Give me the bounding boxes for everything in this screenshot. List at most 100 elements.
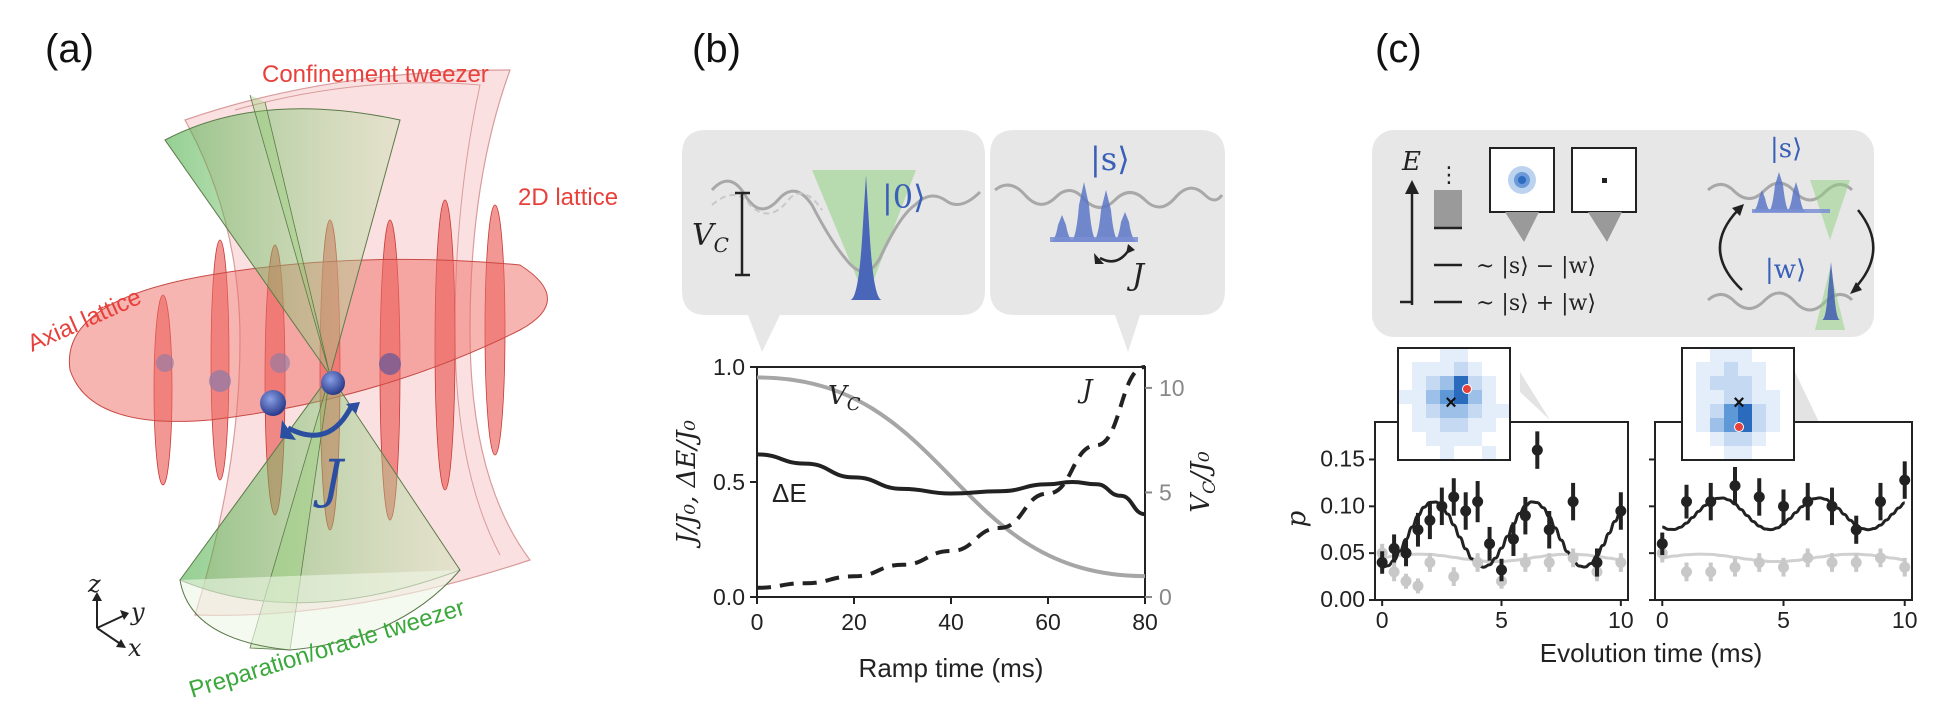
heatmap-pixel	[1426, 390, 1440, 404]
heatmap-pixel	[1738, 432, 1752, 446]
chart-c-point-gray	[1567, 552, 1579, 564]
heatmap-pixel	[1426, 362, 1440, 376]
heatmap-pixel	[1482, 404, 1496, 418]
energy-axis-label: E	[1401, 147, 1421, 177]
energy-level-antisymmetric: ~ |s⟩ − |w⟩	[1476, 254, 1596, 279]
chart-c-point-black	[1705, 496, 1717, 508]
chart-b-curve-label-vc: VC	[828, 381, 861, 415]
heatmap-pixel	[1468, 376, 1482, 390]
chart-c-point-gray	[1850, 557, 1862, 569]
confinement-tweezer-green-cone	[164, 108, 401, 377]
heatmap-pixel	[1752, 362, 1766, 376]
heatmap-pixel	[1752, 376, 1766, 390]
chart-c-point-gray	[1681, 566, 1693, 578]
chart-c-fit-black	[1382, 500, 1622, 569]
heatmap-pixel	[1696, 376, 1710, 390]
heatmap-pixel	[1454, 432, 1468, 446]
axis-y-label: y	[130, 598, 145, 626]
heatmap-pixel	[1454, 362, 1468, 376]
heatmap-pixel	[1752, 390, 1766, 404]
chart-b-ylabel: J/J₀, ΔE/J₀	[672, 419, 702, 548]
chart-c-point-black	[1448, 491, 1460, 503]
heatmap-pixel	[1696, 362, 1710, 376]
heatmap-pixel	[1440, 376, 1454, 390]
chart-c-point-gray	[1729, 561, 1741, 573]
heatmap-pixel	[1468, 418, 1482, 432]
chart-c-point-gray	[1874, 552, 1886, 564]
schematic-ket-w: |w⟩	[1765, 255, 1806, 285]
heatmap-pixel	[1426, 376, 1440, 390]
heatmap-pixel	[1752, 404, 1766, 418]
chart-c-point-black	[1567, 496, 1579, 508]
panel-label-a: (a)	[45, 27, 94, 71]
heatmap-pixel	[1710, 376, 1724, 390]
chart-b-xtick-label: 20	[841, 609, 867, 635]
heatmap-pixel	[1738, 404, 1752, 418]
energy-level-symmetric: ~ |s⟩ + |w⟩	[1476, 291, 1596, 316]
heatmap-left: ×	[1397, 347, 1511, 461]
heatmap-pixel	[1724, 376, 1738, 390]
heatmap-pixel	[1468, 362, 1482, 376]
panel-c: (c) E ⋮ ~ |s⟩ − |w⟩ ~ |s⟩ + |w⟩	[1282, 27, 1918, 668]
heatmap-pixel	[1724, 432, 1738, 446]
chart-b-series-V_C	[756, 375, 1146, 579]
chart-c-point-black	[1436, 500, 1448, 512]
heatmap-pixel	[1454, 348, 1468, 362]
chart-c-ylabel: p	[1282, 510, 1312, 527]
schematic-ket-s: |s⟩	[1770, 134, 1802, 164]
axis-z-label: z	[87, 570, 101, 598]
chart-c-point-black	[1591, 557, 1603, 569]
heatmap-pixel	[1468, 404, 1482, 418]
heatmap-pixel	[1412, 404, 1426, 418]
heatmap-pixel	[1412, 390, 1426, 404]
heatmap-pixel	[1468, 432, 1482, 446]
chart-c-point-gray	[1543, 557, 1555, 569]
heatmap-pixel	[1412, 418, 1426, 432]
chart-c-point-black	[1412, 524, 1424, 536]
heatmap-pixel	[1440, 446, 1454, 460]
heatmap-cross-marker: ×	[1445, 392, 1457, 414]
heatmap-pixel	[1482, 376, 1496, 390]
heatmap-pixel	[1710, 404, 1724, 418]
heatmap-pixel	[1724, 348, 1738, 362]
chart-c-point-black	[1753, 491, 1765, 503]
chart-b-xlabel: Ramp time (ms)	[859, 653, 1044, 683]
atoms	[156, 353, 401, 416]
heatmap-pixel	[1724, 390, 1738, 404]
heatmap-pixel	[1696, 418, 1710, 432]
chart-c-point-gray	[1519, 557, 1531, 569]
chart-c-xtick-label: 0	[1656, 607, 1669, 633]
heatmap-pixel	[1710, 390, 1724, 404]
chart-c-point-black	[1388, 542, 1400, 554]
chart-c-point-gray	[1899, 561, 1911, 573]
heatmap-pixel	[1738, 376, 1752, 390]
chart-b-ytick-label: 0.0	[713, 584, 745, 610]
heatmap-pixel	[1426, 404, 1440, 418]
inset-left-ket: |0⟩	[882, 178, 926, 216]
heatmap-pixel	[1412, 362, 1426, 376]
heatmap-cross-marker: ×	[1733, 392, 1745, 414]
heatmap-pixel	[1440, 362, 1454, 376]
chart-c-point-black	[1519, 510, 1531, 522]
heatmap-pixel	[1482, 418, 1496, 432]
heatmap-pixel	[1738, 390, 1752, 404]
chart-c-point-gray	[1400, 575, 1412, 587]
chart-c-point-black	[1400, 547, 1412, 559]
chart-c-xtick-label: 5	[1495, 607, 1508, 633]
chart-c-point-black	[1531, 444, 1543, 456]
panel-label-b: (b)	[692, 27, 741, 71]
panel-label-c: (c)	[1375, 27, 1422, 71]
chart-b-ytick-label: 0.5	[713, 469, 745, 495]
chart-c-ytick-label: 0.15	[1320, 445, 1365, 471]
heatmap-pixel	[1440, 404, 1454, 418]
heatmap-pixel	[1454, 404, 1468, 418]
coordinate-axes	[96, 597, 126, 646]
confinement-tweezer-label: Confinement tweezer	[262, 61, 489, 88]
chart-c-fit-black	[1662, 496, 1906, 532]
chart-c-xtick-label: 5	[1777, 607, 1790, 633]
chart-c-point-gray	[1705, 566, 1717, 578]
chart-c-point-gray	[1615, 557, 1627, 569]
chart-c-point-black	[1507, 533, 1519, 545]
heatmap-pixel	[1766, 404, 1780, 418]
